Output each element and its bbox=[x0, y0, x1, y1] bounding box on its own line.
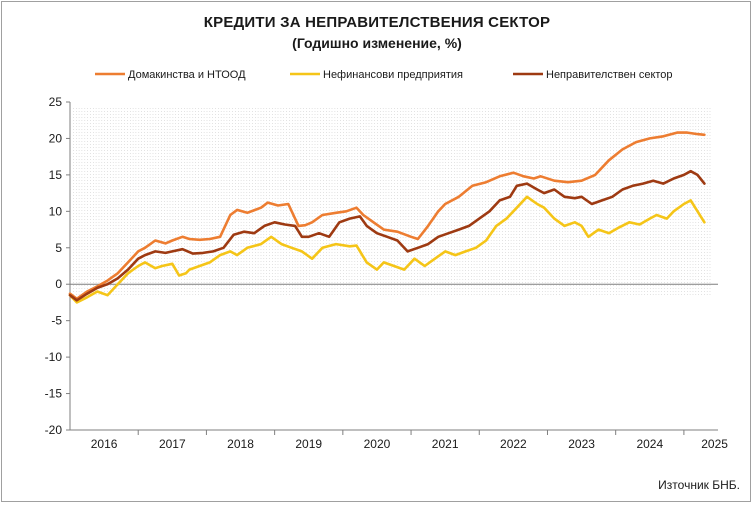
legend-label: Домакинства и НТООД bbox=[128, 69, 246, 81]
source-note: Източник БНБ. bbox=[658, 478, 740, 492]
y-tick-label: 15 bbox=[49, 168, 63, 182]
legend: Домакинства и НТООД Нефинансови предприят… bbox=[95, 69, 673, 81]
y-tick-label: 0 bbox=[55, 277, 62, 291]
y-tick-label: -10 bbox=[45, 350, 63, 364]
x-axis-tick-labels: 2016 2017 2018 2019 2020 2021 2022 2023 2024 2025 bbox=[91, 437, 729, 451]
x-tick-label: 2025 bbox=[701, 437, 728, 451]
x-tick-label: 2022 bbox=[500, 437, 527, 451]
x-tick-label: 2024 bbox=[636, 437, 663, 451]
y-tick-label: -15 bbox=[45, 387, 63, 401]
y-axis-tick-labels: 25 20 15 10 5 0 -5 -10 -15 -20 bbox=[45, 95, 63, 437]
legend-label: Неправителствен сектор bbox=[546, 69, 673, 81]
series-line-3 bbox=[68, 169, 706, 302]
y-tick-label: 5 bbox=[55, 241, 62, 255]
x-tick-label: 2017 bbox=[159, 437, 186, 451]
x-tick-label: 2021 bbox=[432, 437, 459, 451]
legend-label: Нефинансови предприятия bbox=[323, 69, 463, 81]
chart-title: КРЕДИТИ ЗА НЕПРАВИТЕЛСТВЕНИЯ СЕКТОР bbox=[203, 14, 551, 31]
grid-lines bbox=[73, 108, 711, 296]
series-line-2 bbox=[68, 195, 706, 304]
series-line-1 bbox=[68, 131, 706, 301]
y-tick-label: -5 bbox=[51, 314, 62, 328]
x-tick-label: 2023 bbox=[568, 437, 595, 451]
x-tick-label: 2016 bbox=[91, 437, 118, 451]
x-tick-label: 2019 bbox=[295, 437, 322, 451]
axes bbox=[66, 101, 718, 435]
y-tick-label: 20 bbox=[49, 131, 63, 145]
y-tick-label: 25 bbox=[49, 95, 63, 109]
x-tick-label: 2020 bbox=[364, 437, 391, 451]
y-tick-label: -20 bbox=[45, 423, 63, 437]
y-tick-label: 10 bbox=[49, 204, 63, 218]
x-tick-label: 2018 bbox=[227, 437, 254, 451]
chart-subtitle: (Годишно изменение, %) bbox=[292, 35, 462, 51]
series-lines bbox=[68, 131, 706, 304]
